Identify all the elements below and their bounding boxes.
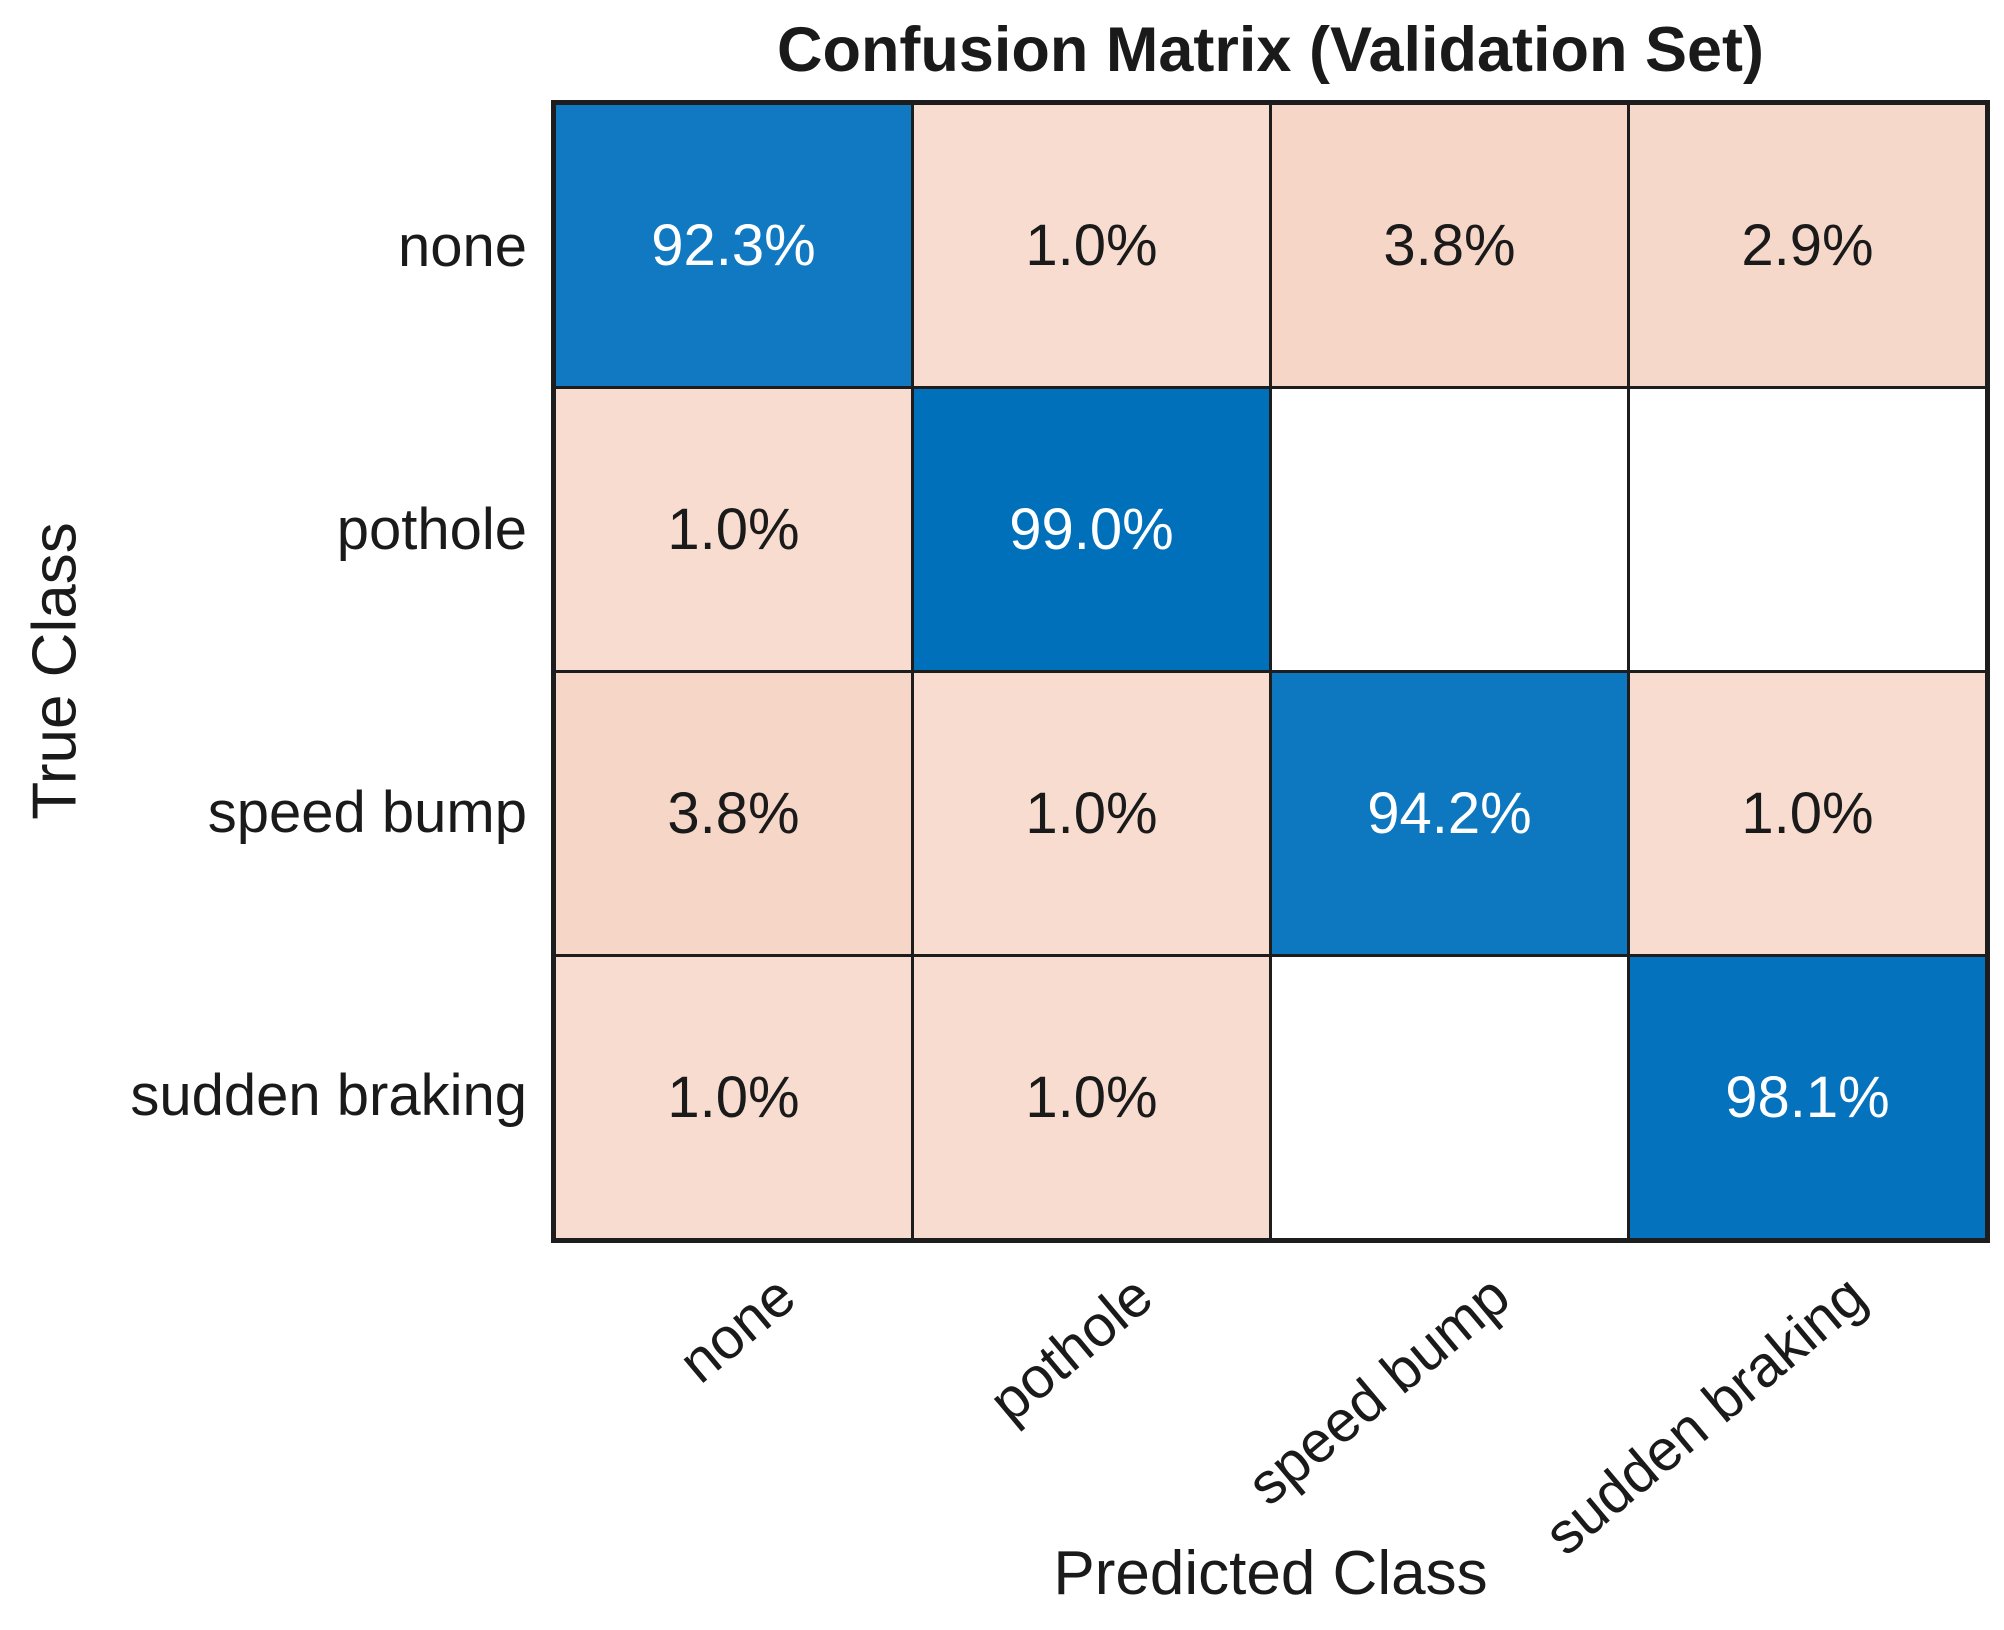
row-label-speed-bump: speed bump [207, 780, 527, 845]
matrix-cell-r1c0: 1.0% [556, 389, 911, 670]
matrix-cell-r2c3: 1.0% [1630, 673, 1985, 954]
matrix-cell-r1c2 [1272, 389, 1627, 670]
matrix-cell-r3c3: 98.1% [1630, 957, 1985, 1238]
matrix-cell-r1c3 [1630, 389, 1985, 670]
chart-title: Confusion Matrix (Validation Set) [776, 15, 1765, 85]
column-label-speed-bump: speed bump [1235, 1262, 1522, 1518]
matrix-cell-r3c2 [1272, 957, 1627, 1238]
column-label-sudden-braking: sudden braking [1532, 1262, 1879, 1568]
matrix-cell-r0c2: 3.8% [1272, 105, 1627, 386]
row-label-pothole: pothole [336, 497, 527, 562]
matrix-cell-r0c0: 92.3% [556, 105, 911, 386]
column-label-none: none [666, 1262, 808, 1396]
matrix-cell-r2c2: 94.2% [1272, 673, 1627, 954]
matrix-cell-r1c1: 99.0% [914, 389, 1269, 670]
y-axis-label: True Class [20, 522, 90, 820]
matrix-cell-r2c1: 1.0% [914, 673, 1269, 954]
column-label-pothole: pothole [976, 1262, 1165, 1435]
matrix-cell-r3c0: 1.0% [556, 957, 911, 1238]
matrix-cell-r0c3: 2.9% [1630, 105, 1985, 386]
matrix-grid: 92.3% 1.0% 3.8% 2.9% 1.0% 99.0% 3.8% 1.0% 94.2% 1… [551, 100, 1990, 1243]
row-label-none: none [397, 214, 527, 279]
matrix-cell-r2c0: 3.8% [556, 673, 911, 954]
x-axis-label: Predicted Class [1053, 1539, 1488, 1608]
matrix-cell-r0c1: 1.0% [914, 105, 1269, 386]
row-label-sudden-braking: sudden braking [130, 1063, 527, 1128]
matrix-cell-r3c1: 1.0% [914, 957, 1269, 1238]
